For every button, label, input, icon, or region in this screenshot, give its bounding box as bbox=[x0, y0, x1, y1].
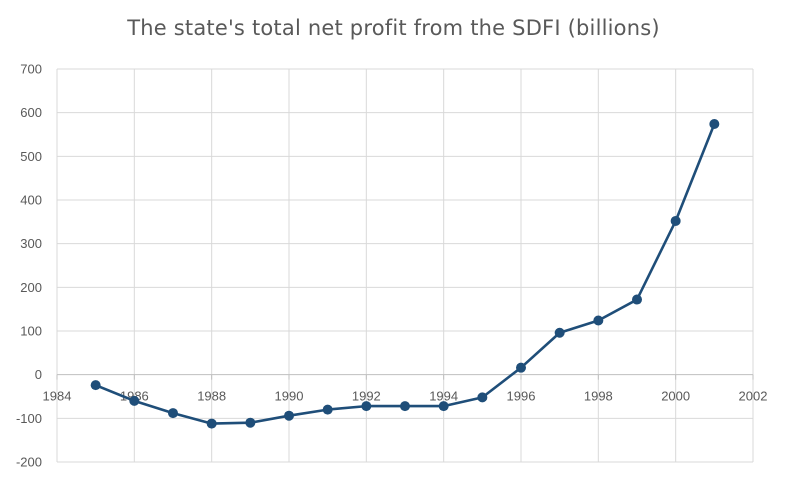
data-point bbox=[554, 327, 565, 338]
x-tick-label: 1984 bbox=[43, 389, 72, 404]
data-point bbox=[206, 418, 217, 429]
data-point bbox=[245, 417, 256, 428]
data-point bbox=[438, 401, 449, 412]
series-line bbox=[94, 122, 716, 425]
data-point bbox=[516, 362, 526, 373]
x-tick-label: 1990 bbox=[275, 389, 304, 404]
data-point bbox=[670, 215, 681, 226]
y-tick-label: 400 bbox=[20, 193, 42, 208]
data-point bbox=[400, 401, 410, 412]
y-tick-label: 300 bbox=[20, 236, 42, 251]
y-tick-label: -100 bbox=[16, 411, 42, 426]
x-tick-label: 1998 bbox=[584, 389, 613, 404]
x-tick-label: 1988 bbox=[197, 389, 226, 404]
grid-lines bbox=[56, 68, 754, 463]
data-point bbox=[593, 315, 604, 326]
data-point bbox=[709, 119, 720, 130]
x-tick-label: 2000 bbox=[661, 389, 690, 404]
y-tick-label: 700 bbox=[20, 62, 42, 77]
x-tick-label: 1992 bbox=[352, 389, 381, 404]
y-tick-label: 600 bbox=[20, 105, 42, 120]
x-tick-label: 1996 bbox=[507, 389, 536, 404]
x-tick-label: 1994 bbox=[429, 389, 458, 404]
y-tick-label: 100 bbox=[20, 324, 42, 339]
chart-title: The state's total net profit from the SD… bbox=[127, 16, 660, 40]
y-tick-label: 0 bbox=[35, 367, 42, 382]
y-tick-label: -200 bbox=[16, 455, 42, 470]
data-point bbox=[284, 410, 294, 421]
series-markers bbox=[90, 119, 720, 429]
y-tick-label: 500 bbox=[20, 149, 42, 164]
data-point bbox=[477, 392, 488, 403]
data-point bbox=[322, 404, 333, 415]
data-point bbox=[632, 294, 642, 305]
x-tick-label: 2002 bbox=[739, 389, 768, 404]
data-point bbox=[90, 380, 101, 391]
series-lines bbox=[94, 122, 716, 425]
data-point bbox=[168, 408, 178, 419]
y-tick-label: 200 bbox=[20, 280, 42, 295]
data-point bbox=[361, 401, 372, 412]
data-point bbox=[129, 395, 140, 406]
axes: -200-10001002003004005006007001984198619… bbox=[16, 62, 767, 470]
